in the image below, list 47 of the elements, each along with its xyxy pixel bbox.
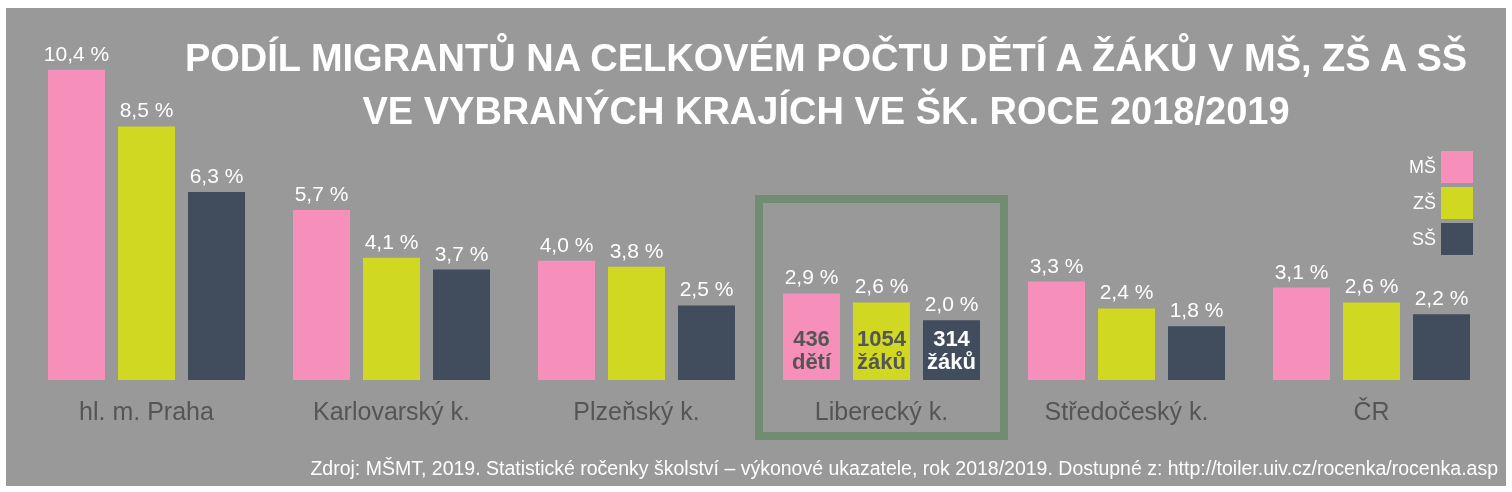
data-label: 2,0 % <box>924 292 979 316</box>
bar <box>188 192 245 380</box>
data-label: 2,5 % <box>679 277 734 301</box>
data-label: 3,1 % <box>1274 259 1329 283</box>
data-label: 3,8 % <box>609 238 664 262</box>
data-label: 8,5 % <box>119 98 174 122</box>
bar <box>1343 302 1400 380</box>
bar <box>118 126 175 380</box>
data-label: 3,3 % <box>1029 253 1084 277</box>
x-tick-label: ČR <box>1353 396 1390 425</box>
data-label: 2,2 % <box>1414 286 1469 310</box>
bar <box>1098 308 1155 380</box>
bar <box>433 269 490 380</box>
data-label: 4,1 % <box>364 229 419 253</box>
legend-label: SŠ <box>1411 228 1436 249</box>
data-label: 4,0 % <box>539 232 594 256</box>
bar <box>1028 281 1085 380</box>
data-label: 2,6 % <box>1344 274 1399 298</box>
data-label: 5,7 % <box>294 181 349 205</box>
bar <box>1413 314 1470 380</box>
bar <box>363 257 420 380</box>
data-label: 10,4 % <box>43 41 110 65</box>
text: Zdroj: MŠMT, 2019. Statistické ročenky školství – výkonové ukazatele, rok 2018/2019. Dostupné z: http://toiler.uiv.cz/rocenka/rocenka.asp <box>310 457 1499 479</box>
x-tick-label: hl. m. Praha <box>79 396 214 425</box>
bar <box>48 69 105 380</box>
bar <box>1168 326 1225 380</box>
x-tick-label: Plzeňský k. <box>573 396 700 425</box>
bar <box>678 305 735 380</box>
x-tick-label: Karlovarský k. <box>313 396 470 425</box>
x-tick-label: Liberecký k. <box>814 396 949 425</box>
legend-label: MŠ <box>1409 156 1436 177</box>
annotation: 436 dětí <box>791 326 832 374</box>
data-label: 2,4 % <box>1099 280 1154 304</box>
data-label: 1,8 % <box>1169 298 1224 322</box>
bar <box>538 260 595 380</box>
annotation: 314 žáků <box>927 326 976 374</box>
x-tick-label: Středočeský k. <box>1044 396 1209 425</box>
annotation: 1054 žáků <box>857 326 907 374</box>
data-label: 2,6 % <box>854 274 909 298</box>
bar <box>293 209 350 380</box>
chart-title: PODÍL MIGRANTŮ NA CELKOVÉM POČTU DĚTÍ A ŽÁKŮ V MŠ, ZŠ A SŠ VE VYBRANÝCH KRAJÍCH VE ŠK. ROCE 2018/2019 <box>184 32 1468 132</box>
data-label: 6,3 % <box>189 164 244 188</box>
data-label: 3,7 % <box>434 241 489 265</box>
bar <box>1273 287 1330 380</box>
bar <box>608 266 665 380</box>
legend-label: ZŠ <box>1412 192 1436 213</box>
data-label: 2,9 % <box>784 265 839 289</box>
